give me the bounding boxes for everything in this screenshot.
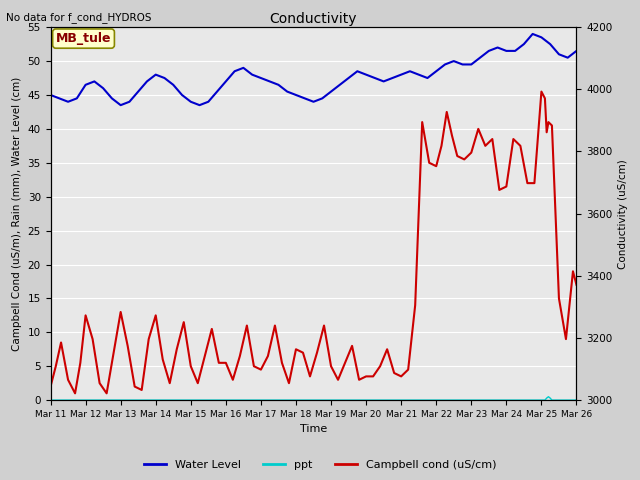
Text: MB_tule: MB_tule: [56, 32, 111, 45]
Legend: Water Level, ppt, Campbell cond (uS/cm): Water Level, ppt, Campbell cond (uS/cm): [140, 456, 500, 474]
Y-axis label: Conductivity (uS/cm): Conductivity (uS/cm): [618, 159, 628, 268]
Text: No data for f_cond_HYDROS: No data for f_cond_HYDROS: [6, 12, 152, 23]
X-axis label: Time: Time: [300, 424, 327, 434]
Y-axis label: Campbell Cond (uS/m), Rain (mm), Water Level (cm): Campbell Cond (uS/m), Rain (mm), Water L…: [12, 76, 22, 351]
Title: Conductivity: Conductivity: [269, 12, 357, 26]
